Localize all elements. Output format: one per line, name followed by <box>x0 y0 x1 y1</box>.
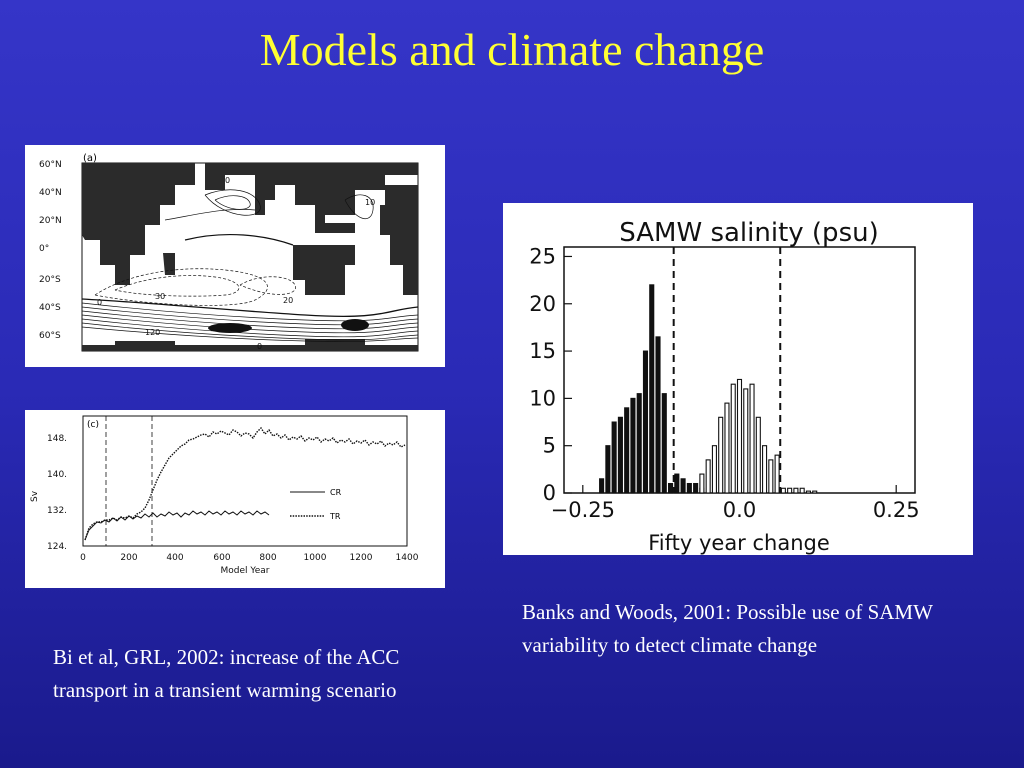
bar-solid <box>617 416 623 494</box>
bar-solid <box>649 284 655 494</box>
samw-histogram-figure: SAMW salinity (psu) 25 20 15 10 5 0 −0.25 0.0 0… <box>503 203 973 555</box>
bar-hollow <box>812 490 818 494</box>
lat-label: 40°S <box>39 303 61 313</box>
y-tick: 148. <box>47 434 67 444</box>
y-tick: 124. <box>47 542 67 552</box>
legend-cr-label: CR <box>330 488 342 497</box>
bar-solid <box>668 482 674 494</box>
legend-tr-label: TR <box>329 512 341 521</box>
acc-contours <box>81 189 419 342</box>
y-tick-label: 15 <box>529 339 556 363</box>
ts-cr-line <box>84 510 270 541</box>
x-tick: 1200 <box>350 553 373 563</box>
acc-timeseries-svg: (c) 148. 140. 132. 124. Sv 0 200 400 600… <box>25 410 445 588</box>
y-tick-label: 0 <box>543 481 556 505</box>
ts-panel-label: (c) <box>87 420 99 430</box>
lat-label: 20°N <box>39 216 62 226</box>
bar-solid <box>605 445 611 494</box>
contour-label: 0 <box>97 298 102 307</box>
chart-title: SAMW salinity (psu) <box>619 218 878 248</box>
bar-solid <box>642 350 649 494</box>
samw-histogram-svg: SAMW salinity (psu) 25 20 15 10 5 0 −0.25 0.0 0… <box>503 203 973 555</box>
bar-hollow <box>743 388 749 494</box>
bar-hollow <box>805 490 811 494</box>
bar-hollow <box>736 378 743 494</box>
bar-hollow <box>718 416 724 494</box>
land-masses <box>82 163 418 351</box>
caption-right: Banks and Woods, 2001: Possible use of S… <box>522 600 933 657</box>
lat-label: 20°S <box>39 275 61 285</box>
acc-map-figure: (a) 60°N 40°N 20°N 0° 20°S 40°S 60°S <box>25 145 445 367</box>
bar-hollow <box>787 487 793 494</box>
bar-solid <box>624 407 630 494</box>
bar-solid <box>686 482 692 494</box>
contour-label: 0 <box>257 342 262 351</box>
y-tick-label: 10 <box>529 386 556 410</box>
bar-solid <box>630 397 636 494</box>
x-tick: 200 <box>120 553 137 563</box>
ts-ylabel: Sv <box>30 490 40 502</box>
y-tick: 132. <box>47 506 67 516</box>
bar-hollow <box>768 459 774 494</box>
bar-hollow <box>762 445 768 494</box>
bar-hollow <box>774 454 780 494</box>
bar-hollow <box>755 416 761 494</box>
acc-map-svg: (a) 60°N 40°N 20°N 0° 20°S 40°S 60°S <box>25 145 445 367</box>
y-tick: 140. <box>47 470 67 480</box>
bar-solid <box>611 421 617 494</box>
caption-left: Bi et al, GRL, 2002: increase of the ACC… <box>53 645 400 702</box>
x-tick-label: 0.0 <box>723 498 756 522</box>
x-tick-label: −0.25 <box>551 498 615 522</box>
contour-label: 120 <box>145 328 160 337</box>
lat-label: 0° <box>39 244 49 254</box>
bar-hollow <box>730 383 736 494</box>
y-tick-label: 20 <box>529 292 556 316</box>
lat-label: 60°N <box>39 160 62 170</box>
bar-hollow <box>711 445 717 494</box>
x-tick: 1000 <box>304 553 327 563</box>
contour-label: 0 <box>225 176 230 185</box>
ts-legend: CR TR <box>290 488 342 521</box>
x-tick: 1400 <box>396 553 419 563</box>
lat-label: 40°N <box>39 188 62 198</box>
lat-label: 60°S <box>39 331 61 341</box>
bar-hollow <box>749 383 755 494</box>
x-tick: 600 <box>213 553 230 563</box>
bar-hollow <box>799 487 805 494</box>
contour-label: 10 <box>365 198 375 207</box>
bar-hollow <box>705 459 711 494</box>
bar-hollow <box>699 473 705 494</box>
bar-hollow <box>793 487 799 494</box>
bar-solid <box>680 478 686 494</box>
y-tick-label: 25 <box>529 244 556 268</box>
bar-solid <box>661 393 667 494</box>
slide-title: Models and climate change <box>259 24 765 75</box>
bar-solid <box>636 393 642 494</box>
x-tick: 400 <box>166 553 183 563</box>
contour-label: 20 <box>283 296 293 305</box>
acc-timeseries-figure: (c) 148. 140. 132. 124. Sv 0 200 400 600… <box>25 410 445 588</box>
bar-solid <box>599 478 605 494</box>
bar-solid <box>674 473 680 494</box>
ts-xlabel: Model Year <box>221 566 270 576</box>
map-panel-label: (a) <box>83 153 97 164</box>
x-tick: 0 <box>80 553 86 563</box>
bar-hollow <box>780 487 786 494</box>
bar-solid <box>693 482 699 494</box>
chart-xlabel: Fifty year change <box>648 531 830 555</box>
bar-hollow <box>724 402 730 494</box>
x-tick-label: 0.25 <box>873 498 920 522</box>
contour-label: 30 <box>155 292 165 301</box>
bar-solid <box>655 336 661 494</box>
y-tick-label: 5 <box>543 434 556 458</box>
x-tick: 800 <box>259 553 276 563</box>
